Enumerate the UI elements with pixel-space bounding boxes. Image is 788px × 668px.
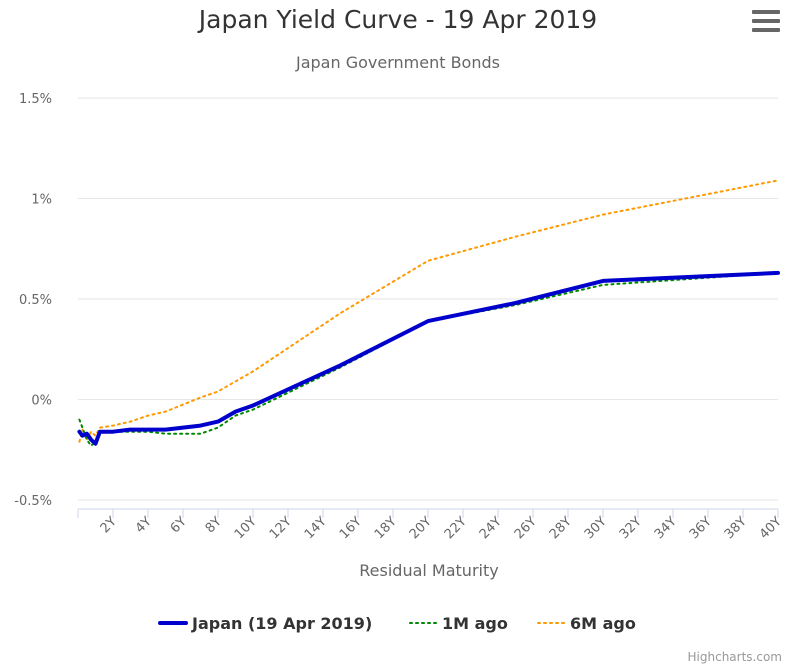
x-tick-label: 2Y: [98, 514, 120, 536]
x-tick-label: 34Y: [652, 514, 680, 542]
y-tick-label: 0%: [31, 394, 52, 409]
x-axis: 2Y 4Y 6Y 8Y 10Y 12Y 14Y 16Y 18Y 20Y 22Y 24Y 26Y 28Y 30…: [77, 508, 785, 542]
legend-item-japan[interactable]: Japan (19 Apr 2019): [158, 614, 372, 633]
y-axis: -0.5% 0% 0.5% 1% 1.5%: [14, 92, 52, 509]
hamburger-menu-icon[interactable]: [752, 10, 780, 34]
legend-label: 6M ago: [570, 614, 636, 633]
x-tick-label: 36Y: [687, 514, 715, 542]
x-tick-label: 12Y: [267, 514, 295, 542]
x-tick-label: 20Y: [407, 514, 435, 542]
x-tick-label: 40Y: [757, 514, 785, 542]
x-tick-label: 30Y: [582, 514, 610, 542]
x-tick-label: 14Y: [302, 514, 330, 542]
x-tick-label: 8Y: [203, 514, 225, 536]
legend[interactable]: Japan (19 Apr 2019) 1M ago 6M ago: [158, 614, 636, 633]
x-tick-label: 10Y: [232, 514, 260, 542]
y-tick-label: -0.5%: [14, 494, 52, 509]
x-tick-label: 24Y: [477, 514, 505, 542]
x-tick-label: 18Y: [372, 514, 400, 542]
x-tick-label: 32Y: [617, 514, 645, 542]
legend-label: Japan (19 Apr 2019): [191, 614, 372, 633]
legend-item-1m-ago[interactable]: 1M ago: [409, 614, 508, 633]
y-tick-label: 0.5%: [19, 293, 52, 308]
legend-label: 1M ago: [442, 614, 508, 633]
y-tick-label: 1%: [31, 193, 52, 208]
credits-link[interactable]: Highcharts.com: [688, 650, 782, 664]
legend-item-6m-ago[interactable]: 6M ago: [537, 614, 636, 633]
series-lines: [77, 179, 780, 447]
chart-title: Japan Yield Curve - 19 Apr 2019: [197, 5, 597, 34]
series-line-6m-ago[interactable]: [78, 179, 779, 443]
x-tick-label: 22Y: [442, 514, 470, 542]
x-tick-label: 16Y: [337, 514, 365, 542]
y-tick-label: 1.5%: [19, 92, 52, 107]
x-tick-label: 28Y: [547, 514, 575, 542]
x-tick-label: 38Y: [722, 514, 750, 542]
x-tick-label: 4Y: [133, 514, 155, 536]
series-line-japan[interactable]: [77, 270, 780, 446]
grid-lines: [78, 97, 778, 501]
x-tick-label: 26Y: [512, 514, 540, 542]
chart-subtitle: Japan Government Bonds: [295, 53, 500, 72]
x-tick-label: 6Y: [168, 514, 190, 536]
x-axis-title: Residual Maturity: [359, 561, 498, 580]
